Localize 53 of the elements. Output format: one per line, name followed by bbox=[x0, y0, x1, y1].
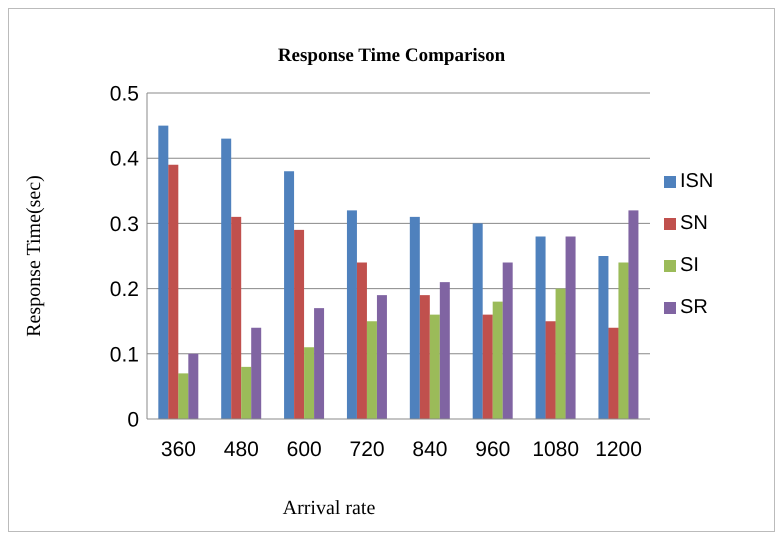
x-tick-label: 600 bbox=[286, 438, 322, 461]
y-tick-label: 0.2 bbox=[110, 278, 139, 302]
y-axis-title: Response Time(sec) bbox=[23, 175, 46, 337]
bar bbox=[608, 328, 618, 419]
bar bbox=[420, 295, 430, 419]
x-tick-label: 1080 bbox=[532, 438, 580, 461]
bar bbox=[188, 354, 198, 419]
x-tick-label: 360 bbox=[160, 438, 196, 461]
bar bbox=[178, 373, 188, 419]
bar bbox=[492, 302, 503, 419]
bar bbox=[231, 216, 242, 419]
x-tick-label: 960 bbox=[475, 438, 510, 461]
x-axis-title: Arrival rate bbox=[282, 497, 376, 520]
bar bbox=[410, 216, 420, 419]
y-tick-label: 0.5 bbox=[110, 82, 139, 106]
chart-title: Response Time Comparison bbox=[276, 45, 506, 67]
bar bbox=[314, 308, 324, 419]
bar bbox=[304, 347, 314, 419]
bar bbox=[294, 230, 304, 419]
bar bbox=[430, 314, 440, 419]
y-tick-label: 0.4 bbox=[110, 148, 140, 171]
bar bbox=[472, 223, 483, 419]
bar bbox=[366, 321, 377, 419]
bar bbox=[221, 138, 232, 419]
bar bbox=[241, 366, 252, 419]
y-tick-label: 0.3 bbox=[110, 212, 139, 236]
legend-label: ISN bbox=[680, 170, 714, 192]
x-tick-label: 840 bbox=[412, 438, 448, 461]
bar bbox=[356, 262, 367, 419]
bar bbox=[440, 282, 450, 419]
x-tick-label: 1200 bbox=[595, 438, 642, 461]
bar bbox=[566, 236, 576, 419]
bar bbox=[251, 328, 262, 419]
x-tick-label: 480 bbox=[224, 438, 259, 461]
bar bbox=[546, 321, 556, 419]
bar bbox=[556, 288, 566, 419]
bar bbox=[482, 314, 493, 419]
bar bbox=[158, 126, 168, 419]
bar bbox=[536, 236, 546, 419]
x-tick-label: 720 bbox=[350, 438, 385, 461]
y-tick-label: 0.1 bbox=[110, 343, 139, 366]
bar bbox=[628, 210, 638, 419]
bar bbox=[618, 262, 628, 419]
y-tick-label: 0 bbox=[127, 408, 139, 432]
legend-label: SI bbox=[680, 254, 699, 276]
bar bbox=[502, 262, 513, 419]
legend-label: SR bbox=[680, 296, 708, 318]
bar bbox=[598, 256, 608, 419]
bar bbox=[346, 210, 357, 419]
bar bbox=[376, 295, 387, 419]
legend-label: SN bbox=[680, 212, 708, 234]
bar bbox=[168, 164, 178, 419]
bar bbox=[284, 171, 294, 419]
